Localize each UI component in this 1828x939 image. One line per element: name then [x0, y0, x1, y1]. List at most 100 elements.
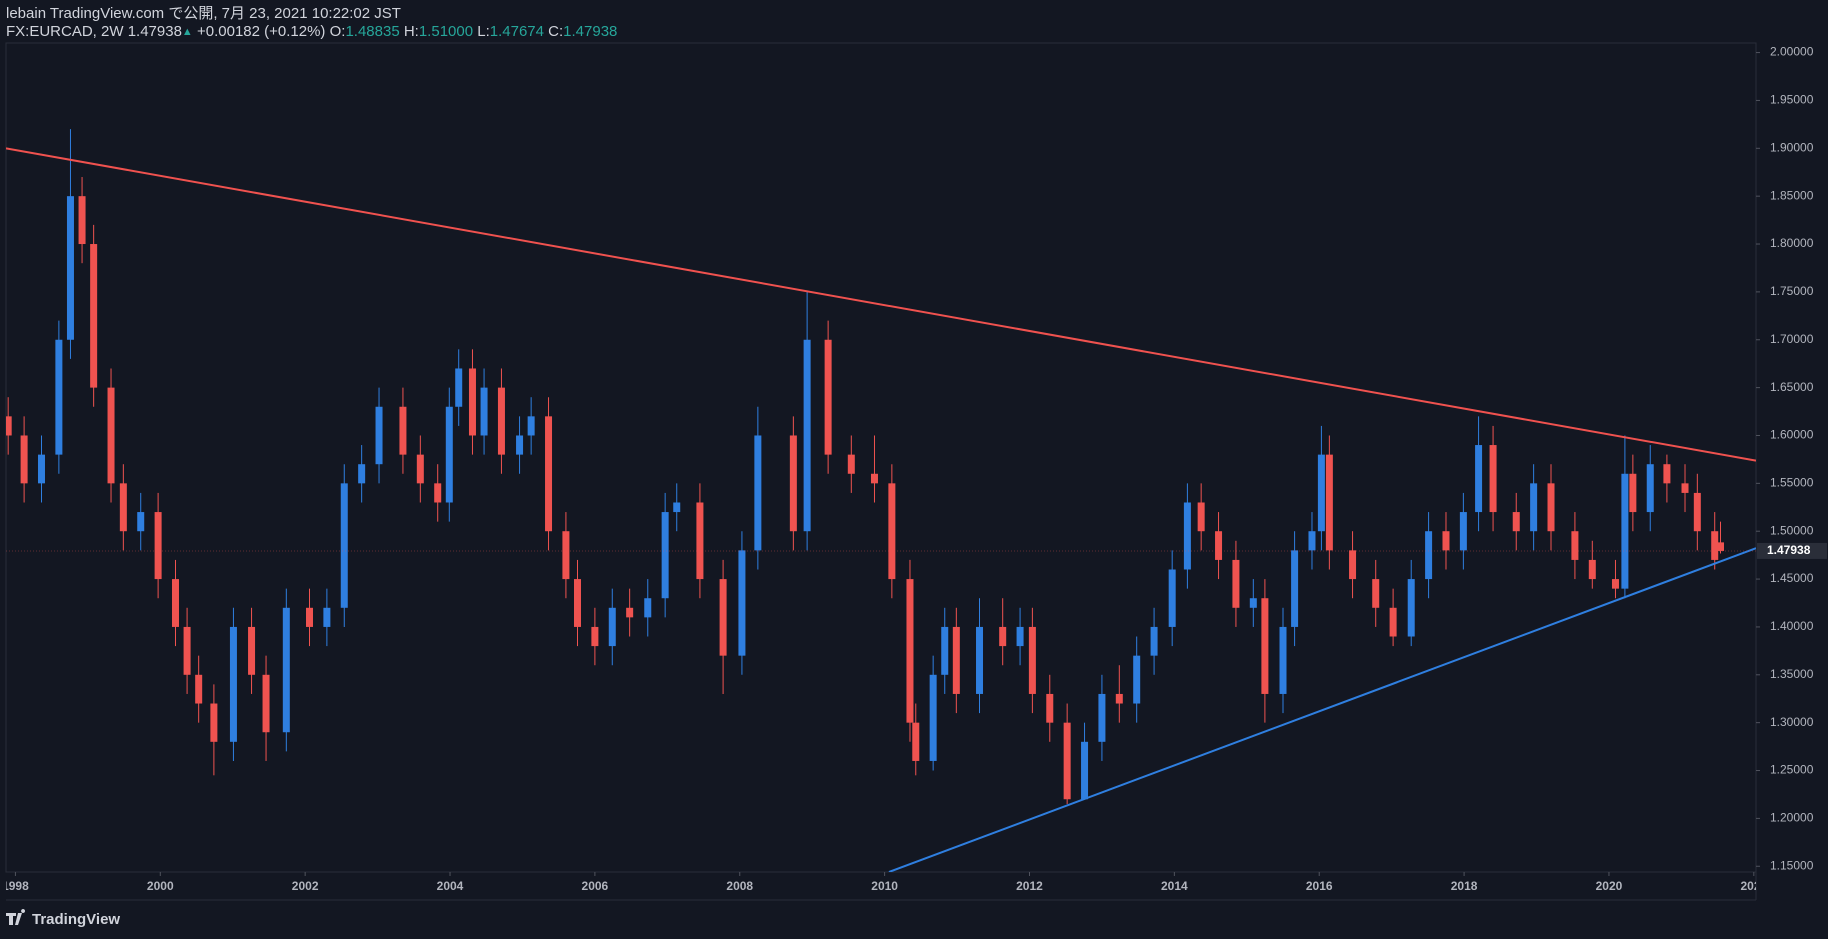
- candle-body: [1512, 512, 1520, 532]
- candle-body: [1349, 550, 1357, 580]
- price-axis: 1.15000 1.20000 1.25000 1.30000 1.35000 1.400…: [1756, 45, 1827, 872]
- y-tick-label: 2.00000: [1770, 45, 1814, 59]
- candle-body: [90, 244, 98, 388]
- candle-body: [952, 626, 960, 694]
- candle-body: [1530, 483, 1538, 532]
- candle-body: [999, 626, 1007, 647]
- y-tick-label: 1.60000: [1770, 428, 1814, 442]
- y-tick-label: 1.75000: [1770, 284, 1814, 298]
- candle-body: [824, 339, 832, 455]
- candle-body: [262, 674, 270, 733]
- y-tick-label: 1.65000: [1770, 380, 1814, 394]
- candle-body: [1115, 693, 1123, 704]
- y-tick-label: 1.25000: [1770, 763, 1814, 777]
- y-tick-label: 1.35000: [1770, 667, 1814, 681]
- candle-body: [644, 598, 652, 618]
- candle-body: [591, 626, 599, 647]
- candle-body: [1249, 598, 1257, 608]
- candle-body: [1372, 579, 1380, 608]
- plot-area: [6, 129, 1756, 872]
- candle-body: [929, 674, 937, 761]
- candle-body: [912, 722, 920, 761]
- candle-body: [154, 512, 162, 580]
- last-price: 1.47938: [128, 23, 182, 40]
- arrow: ▲: [182, 26, 193, 38]
- candle-body: [248, 626, 256, 675]
- x-tick-label: 2004: [437, 879, 464, 893]
- candle-body: [480, 387, 488, 436]
- candle-body: [906, 579, 914, 723]
- candle-body: [340, 483, 348, 608]
- o-value: 1.48835: [345, 23, 399, 40]
- candle-body: [1681, 483, 1689, 493]
- candle-body: [976, 626, 984, 694]
- candle-body: [1168, 569, 1176, 627]
- candle-body: [1261, 598, 1269, 694]
- candle-body: [119, 483, 127, 532]
- candle-body: [1475, 445, 1483, 513]
- y-tick-label: 1.30000: [1770, 715, 1814, 729]
- candle-body: [1571, 531, 1579, 560]
- candle-body: [468, 368, 476, 436]
- candle-body: [399, 406, 407, 455]
- candle-body: [1588, 559, 1596, 580]
- candle-body: [1325, 454, 1333, 551]
- candle-body: [6, 416, 12, 436]
- candle-body: [137, 512, 145, 532]
- candle-body: [941, 626, 949, 675]
- x-tick-label: 2022: [1740, 879, 1767, 893]
- candle-body: [445, 406, 453, 503]
- x-tick-label: 2000: [147, 879, 174, 893]
- candle-body: [1197, 502, 1205, 532]
- candle-body: [1489, 445, 1497, 513]
- y-tick-label: 1.95000: [1770, 93, 1814, 107]
- candle-body: [1442, 531, 1450, 551]
- candle-body: [1098, 693, 1106, 742]
- candle-body: [1133, 655, 1141, 704]
- candle-body: [1046, 693, 1054, 723]
- candle-body: [738, 550, 746, 656]
- candle-body: [434, 483, 442, 503]
- y-tick-label: 1.50000: [1770, 523, 1814, 537]
- x-tick-label: 1998: [2, 879, 29, 893]
- y-tick-label: 1.90000: [1770, 140, 1814, 154]
- candle-body: [1232, 559, 1240, 608]
- candle-body: [66, 196, 74, 340]
- candle-body: [1279, 626, 1287, 694]
- y-tick-label: 1.40000: [1770, 619, 1814, 633]
- x-tick-label: 2012: [1016, 879, 1043, 893]
- candle-body: [1717, 542, 1725, 551]
- candle-body: [1317, 454, 1325, 532]
- candle-body: [696, 502, 704, 580]
- candle-body: [1183, 502, 1191, 570]
- candle-body: [282, 607, 290, 733]
- candle-body: [305, 607, 313, 627]
- brand: TradingView: [32, 911, 120, 928]
- candle-body: [210, 703, 218, 742]
- candle-body: [1407, 579, 1415, 637]
- candle-body: [527, 416, 535, 436]
- candle-body: [20, 435, 28, 484]
- c-label: C:: [548, 23, 563, 40]
- candle-body: [1693, 492, 1701, 532]
- candle-body: [1028, 626, 1036, 694]
- x-tick-label: 2002: [292, 879, 319, 893]
- candle-body: [1063, 722, 1071, 800]
- x-tick-label: 2020: [1596, 879, 1623, 893]
- l-value: 1.47674: [490, 23, 544, 40]
- y-tick-label: 1.20000: [1770, 811, 1814, 825]
- x-tick-label: 2016: [1306, 879, 1333, 893]
- h-label: H:: [404, 23, 419, 40]
- candle-body: [608, 607, 616, 647]
- candle-body: [1629, 473, 1637, 513]
- time-axis: 1998 2000 2002 2004 2006 2008 2010 2012 2014 2016…: [2, 872, 1767, 893]
- candle-body: [673, 502, 681, 513]
- candle-body: [626, 607, 634, 618]
- last-price-tag: [1757, 542, 1827, 559]
- candle-body: [1425, 531, 1433, 580]
- candle-body: [375, 406, 383, 465]
- candle-body: [1547, 483, 1555, 532]
- y-tick-label: 1.70000: [1770, 332, 1814, 346]
- candle-body: [1308, 531, 1316, 551]
